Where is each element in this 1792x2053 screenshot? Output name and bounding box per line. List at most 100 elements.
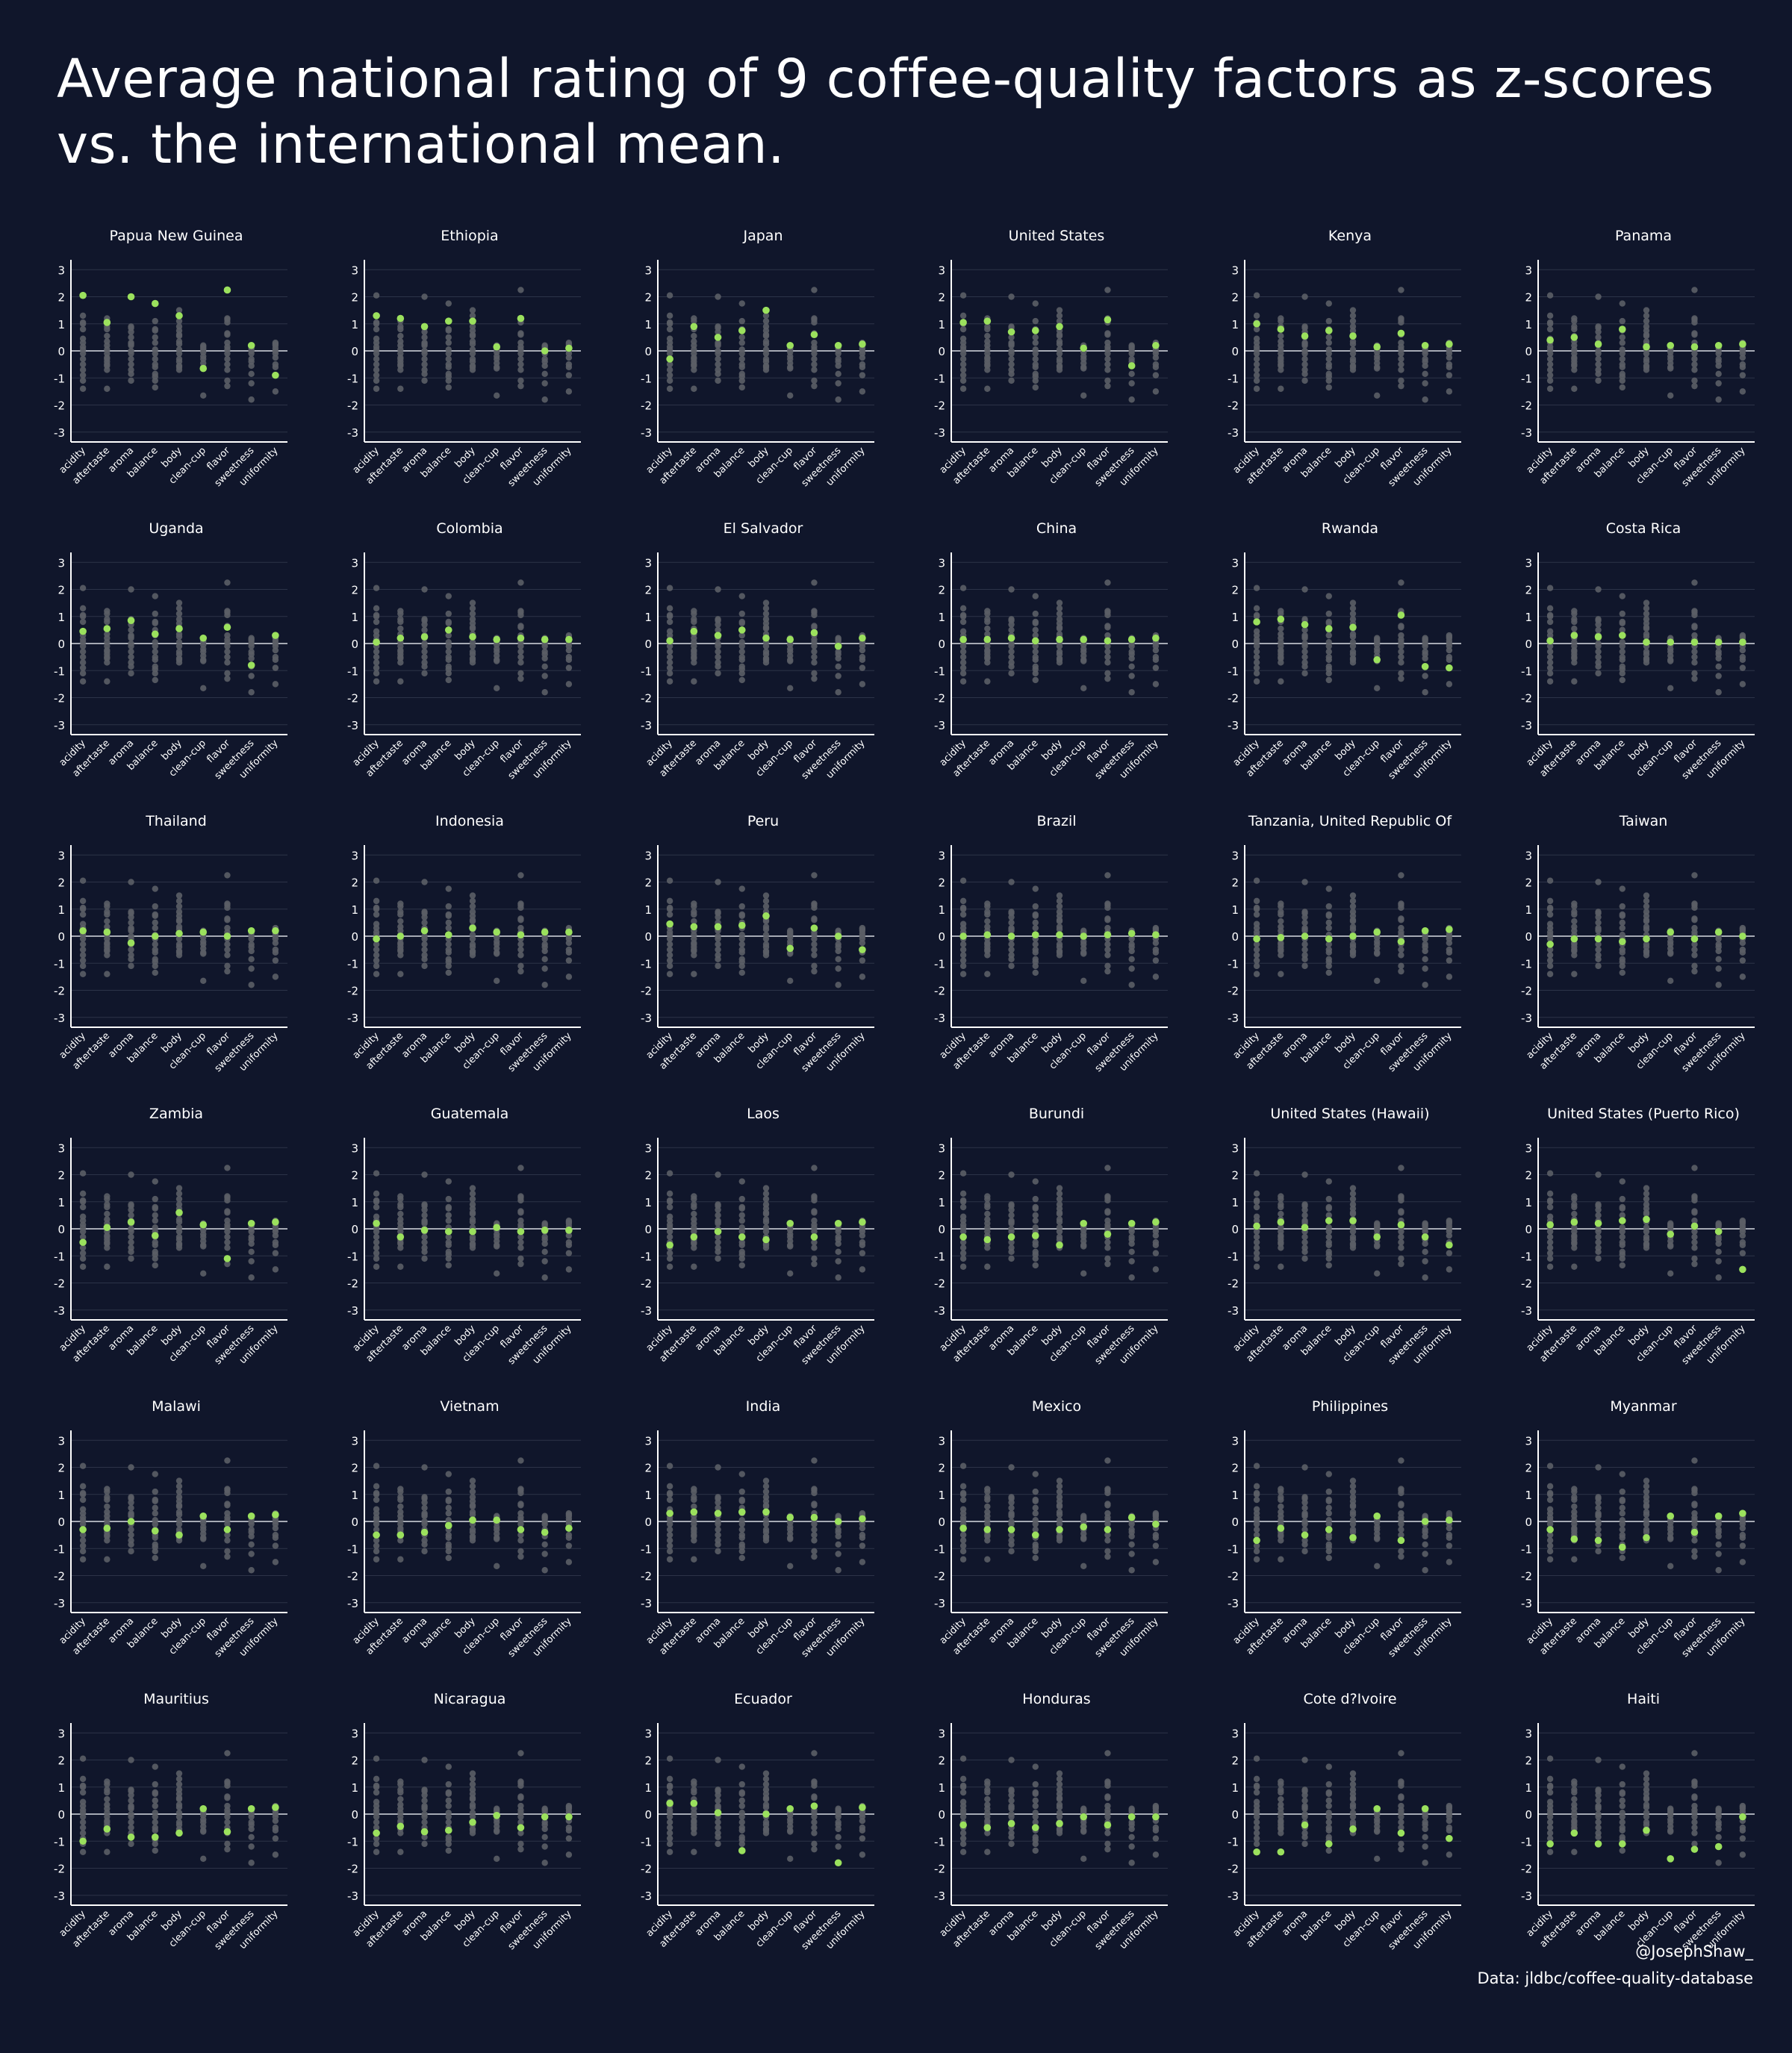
country-point <box>1446 926 1453 933</box>
y-tick-label: -3 <box>1521 1304 1532 1318</box>
country-point <box>1397 1536 1405 1545</box>
background-point <box>1056 312 1063 320</box>
background-point <box>811 608 818 614</box>
background-point <box>1325 911 1332 918</box>
background-point <box>152 969 158 976</box>
background-point <box>1253 1244 1260 1251</box>
background-point <box>1715 956 1722 963</box>
background-point <box>445 334 452 341</box>
background-point <box>1595 293 1602 300</box>
background-point <box>1104 1486 1111 1492</box>
background-point <box>1398 653 1404 661</box>
background-point <box>152 334 158 341</box>
background-point <box>959 372 967 378</box>
background-point <box>152 946 158 953</box>
background-point <box>1325 384 1332 391</box>
country-point <box>859 1515 866 1523</box>
background-point <box>1325 1195 1332 1203</box>
background-point <box>715 586 721 593</box>
background-point <box>738 300 745 307</box>
background-point <box>175 610 183 617</box>
background-point <box>1349 1190 1357 1197</box>
y-tick-label: 2 <box>1525 876 1532 890</box>
background-point <box>1253 1239 1260 1246</box>
background-point <box>79 611 87 619</box>
background-point <box>421 1504 428 1512</box>
background-point <box>1619 610 1625 617</box>
background-point <box>517 1165 524 1171</box>
background-point <box>224 1239 231 1246</box>
y-tick-label: 3 <box>351 849 358 862</box>
country-point <box>983 1526 992 1533</box>
country-point <box>469 1516 476 1524</box>
background-point <box>421 659 428 666</box>
background-point <box>1691 367 1698 373</box>
background-point <box>421 1233 428 1241</box>
background-point <box>469 941 476 948</box>
background-point <box>1253 971 1260 977</box>
y-tick-label: -1 <box>934 664 945 678</box>
background-point <box>787 392 794 399</box>
country-point <box>373 1219 380 1227</box>
background-point <box>811 382 818 390</box>
background-point <box>811 946 818 953</box>
background-point <box>1715 1274 1722 1281</box>
y-tick-label: -1 <box>934 957 945 971</box>
background-point <box>1619 346 1625 353</box>
background-point <box>1253 361 1260 368</box>
background-point <box>715 1531 721 1539</box>
background-point <box>79 648 87 655</box>
y-tick-label: -3 <box>1228 1304 1239 1318</box>
background-point <box>738 1203 745 1211</box>
background-point <box>1546 1556 1554 1563</box>
background-point <box>1739 1217 1746 1224</box>
background-point <box>835 689 841 696</box>
y-tick-label: 0 <box>644 345 652 358</box>
country-point <box>223 932 231 940</box>
background-point <box>1619 1203 1625 1211</box>
y-tick-label: 0 <box>1231 345 1239 358</box>
y-tick-label: -3 <box>1228 426 1239 440</box>
country-point <box>666 355 673 363</box>
background-point <box>541 1541 548 1548</box>
background-point <box>128 659 134 666</box>
background-point <box>79 335 87 342</box>
background-point <box>859 1542 866 1549</box>
background-point <box>1571 1503 1578 1510</box>
y-tick-label: 2 <box>938 1169 945 1183</box>
background-point <box>738 1178 745 1185</box>
y-tick-label: 0 <box>938 1223 945 1236</box>
background-point <box>421 339 428 346</box>
country-point <box>690 323 698 331</box>
country-point <box>127 939 135 947</box>
background-point <box>1398 623 1404 629</box>
background-point <box>224 962 231 970</box>
background-point <box>666 1531 673 1539</box>
background-point <box>373 971 380 977</box>
background-point <box>152 1178 158 1185</box>
background-point <box>787 977 794 985</box>
background-point <box>738 648 745 655</box>
background-point <box>959 946 967 953</box>
country-point <box>1253 320 1260 328</box>
background-point <box>811 962 818 970</box>
background-point <box>1080 1270 1087 1277</box>
country-point <box>1031 931 1039 938</box>
background-point <box>1008 626 1015 634</box>
country-point <box>1739 1510 1746 1517</box>
y-tick-label: 2 <box>351 1462 358 1475</box>
y-tick-label: 3 <box>351 264 358 277</box>
background-point <box>1128 342 1135 349</box>
background-point <box>1128 1233 1135 1241</box>
background-point <box>1032 355 1039 363</box>
country-point <box>493 635 501 644</box>
background-point <box>175 616 183 623</box>
background-point <box>1104 653 1111 661</box>
country-point <box>396 932 405 940</box>
background-point <box>224 1845 231 1853</box>
background-point <box>1398 1255 1404 1262</box>
background-point <box>152 919 158 926</box>
background-point <box>762 1190 770 1197</box>
background-point <box>79 897 87 905</box>
background-point <box>445 1496 452 1504</box>
